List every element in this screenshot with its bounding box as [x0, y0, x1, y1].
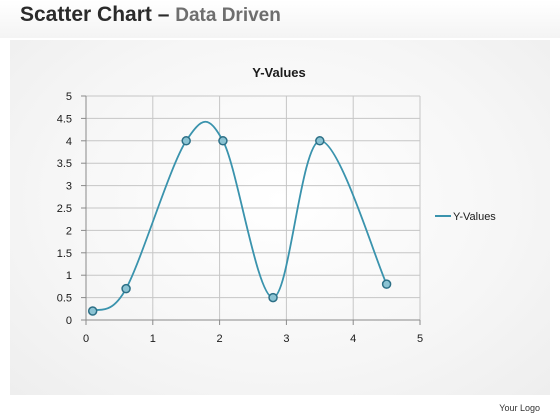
y-tick-label: 4.5 — [57, 113, 72, 125]
slide-title: Scatter Chart – Data Driven — [20, 3, 281, 27]
y-tick-label: 1 — [66, 270, 72, 282]
y-tick-label: 1.5 — [57, 248, 72, 260]
legend: Y-Values — [435, 211, 496, 223]
data-point — [87, 306, 98, 316]
data-point — [181, 136, 191, 146]
y-tick-label: 3 — [66, 181, 72, 193]
grid — [85, 95, 421, 321]
y-tick-label: 2.5 — [57, 203, 72, 215]
series-layer — [87, 121, 392, 316]
slide-title-main: Scatter Chart — [20, 3, 152, 26]
x-tick-label: 0 — [83, 333, 89, 345]
legend-label: Y-Values — [453, 211, 496, 223]
chart-area — [10, 40, 550, 395]
chart-title: Y-Values — [252, 65, 305, 80]
x-tick-label: 1 — [150, 333, 156, 345]
data-point — [268, 292, 278, 303]
axes: 0 0.5 1 1.5 2 2.5 3 3.5 4 4.5 5 0 1 2 3 4 5 — [57, 91, 423, 345]
y-tick-label: 5 — [66, 91, 72, 103]
slide-header: Scatter Chart – Data Driven — [0, 0, 560, 38]
y-tick-label: 3.5 — [57, 158, 72, 170]
series-line — [92, 121, 388, 312]
y-tick-label: 4 — [66, 136, 72, 148]
footer-logo-text: Your Logo — [499, 403, 540, 413]
data-point — [218, 136, 228, 146]
y-tick-label: 2 — [66, 225, 72, 237]
data-point — [381, 279, 392, 289]
x-tick-label: 3 — [283, 333, 289, 345]
slide-title-sub: Data Driven — [175, 5, 281, 26]
x-tick-label: 5 — [417, 333, 423, 345]
x-tick-label: 4 — [350, 333, 356, 345]
data-point — [315, 136, 325, 146]
slide-title-dash: – — [151, 3, 176, 26]
x-tick-label: 2 — [217, 333, 223, 345]
data-point — [121, 283, 131, 294]
y-tick-label: 0 — [66, 315, 72, 327]
y-tick-label: 0.5 — [57, 293, 72, 305]
